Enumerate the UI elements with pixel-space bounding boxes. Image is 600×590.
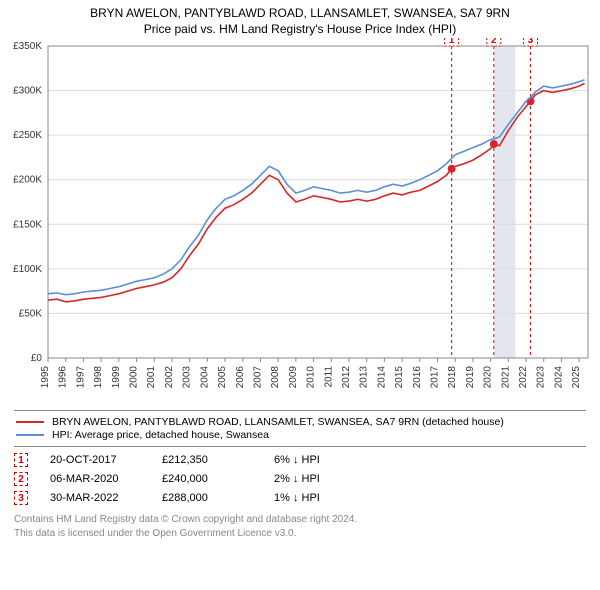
svg-text:2009: 2009 — [288, 366, 299, 389]
svg-text:2013: 2013 — [359, 366, 370, 389]
svg-text:1: 1 — [449, 38, 455, 46]
svg-text:2022: 2022 — [518, 366, 529, 389]
svg-text:1997: 1997 — [75, 366, 86, 389]
svg-text:£150K: £150K — [13, 219, 42, 230]
footnote: Contains HM Land Registry data © Crown c… — [14, 513, 586, 540]
svg-text:2018: 2018 — [447, 366, 458, 389]
footnote-line-2: This data is licensed under the Open Gov… — [14, 527, 586, 541]
event-marker: 3 — [14, 491, 28, 505]
event-row: 3 30-MAR-2022 £288,000 1% ↓ HPI — [14, 491, 586, 505]
chart-svg: £0 £50K £100K £150K £200K £250K £300K £350K 1995… — [0, 38, 600, 408]
svg-text:1999: 1999 — [111, 366, 122, 389]
svg-text:£200K: £200K — [13, 175, 42, 186]
svg-text:2010: 2010 — [306, 366, 317, 389]
svg-text:1996: 1996 — [58, 366, 69, 389]
svg-text:2025: 2025 — [571, 366, 582, 389]
event-marker: 2 — [14, 472, 28, 486]
event-date: 06-MAR-2020 — [50, 473, 140, 485]
legend-label: HPI: Average price, detached house, Swan… — [52, 429, 269, 441]
svg-text:2019: 2019 — [465, 366, 476, 389]
svg-text:£300K: £300K — [13, 86, 42, 97]
svg-text:2023: 2023 — [536, 366, 547, 389]
svg-text:2001: 2001 — [146, 366, 157, 389]
svg-text:2024: 2024 — [553, 366, 564, 389]
title-line-2: Price paid vs. HM Land Registry's House … — [10, 22, 590, 36]
events-table: 1 20-OCT-2017 £212,350 6% ↓ HPI 2 06-MAR-2020… — [14, 453, 586, 505]
chart-title-block: BRYN AWELON, PANTYBLAWD ROAD, LLANSAMLET… — [0, 0, 600, 38]
event-row: 1 20-OCT-2017 £212,350 6% ↓ HPI — [14, 453, 586, 467]
svg-text:2016: 2016 — [412, 366, 423, 389]
svg-text:2008: 2008 — [270, 366, 281, 389]
svg-text:2003: 2003 — [182, 366, 193, 389]
svg-text:£50K: £50K — [19, 308, 43, 319]
svg-text:2004: 2004 — [199, 366, 210, 389]
svg-text:2020: 2020 — [483, 366, 494, 389]
svg-text:£100K: £100K — [13, 264, 42, 275]
svg-text:3: 3 — [528, 38, 534, 46]
svg-text:£0: £0 — [31, 353, 43, 364]
event-delta: 2% ↓ HPI — [274, 473, 364, 485]
chart-area: £0 £50K £100K £150K £200K £250K £300K £350K 1995… — [0, 38, 600, 408]
event-delta: 1% ↓ HPI — [274, 492, 364, 504]
svg-text:2012: 2012 — [341, 366, 352, 389]
svg-text:£250K: £250K — [13, 130, 42, 141]
legend: BRYN AWELON, PANTYBLAWD ROAD, LLANSAMLET… — [14, 410, 586, 447]
event-price: £288,000 — [162, 492, 252, 504]
event-delta: 6% ↓ HPI — [274, 454, 364, 466]
footnote-line-1: Contains HM Land Registry data © Crown c… — [14, 513, 586, 527]
svg-text:2015: 2015 — [394, 366, 405, 389]
svg-text:2011: 2011 — [323, 366, 334, 388]
title-line-1: BRYN AWELON, PANTYBLAWD ROAD, LLANSAMLET… — [10, 6, 590, 20]
svg-text:2007: 2007 — [252, 366, 263, 389]
legend-row: HPI: Average price, detached house, Swan… — [16, 429, 584, 441]
svg-text:1998: 1998 — [93, 366, 104, 389]
svg-text:2017: 2017 — [430, 366, 441, 389]
event-date: 20-OCT-2017 — [50, 454, 140, 466]
svg-text:2005: 2005 — [217, 366, 228, 389]
legend-swatch — [16, 421, 44, 423]
svg-text:2: 2 — [491, 38, 497, 46]
legend-swatch — [16, 434, 44, 436]
svg-text:2006: 2006 — [235, 366, 246, 389]
event-date: 30-MAR-2022 — [50, 492, 140, 504]
legend-label: BRYN AWELON, PANTYBLAWD ROAD, LLANSAMLET… — [52, 416, 504, 428]
event-price: £240,000 — [162, 473, 252, 485]
svg-text:2014: 2014 — [376, 366, 387, 389]
svg-text:£350K: £350K — [13, 41, 42, 52]
svg-text:2021: 2021 — [500, 366, 511, 389]
event-price: £212,350 — [162, 454, 252, 466]
event-marker: 1 — [14, 453, 28, 467]
svg-text:1995: 1995 — [40, 366, 51, 389]
svg-text:2002: 2002 — [164, 366, 175, 389]
legend-row: BRYN AWELON, PANTYBLAWD ROAD, LLANSAMLET… — [16, 416, 584, 428]
svg-text:2000: 2000 — [129, 366, 140, 389]
event-row: 2 06-MAR-2020 £240,000 2% ↓ HPI — [14, 472, 586, 486]
